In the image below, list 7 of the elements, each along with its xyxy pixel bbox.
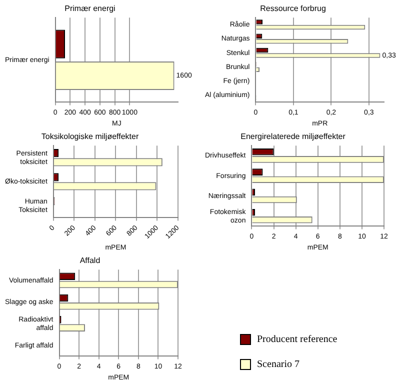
legend-label: Scenario 7 xyxy=(257,359,300,370)
legend-label: Producent reference xyxy=(257,334,338,345)
chart-title: Affald xyxy=(80,256,100,266)
chart-title: Ressource forbrug xyxy=(260,4,326,14)
chart-title: Toksikologiske miljøeffekter xyxy=(41,132,139,142)
chart-title: Primær energi xyxy=(64,4,116,14)
chart-title: Energirelaterede miljøeffekter xyxy=(240,132,346,142)
